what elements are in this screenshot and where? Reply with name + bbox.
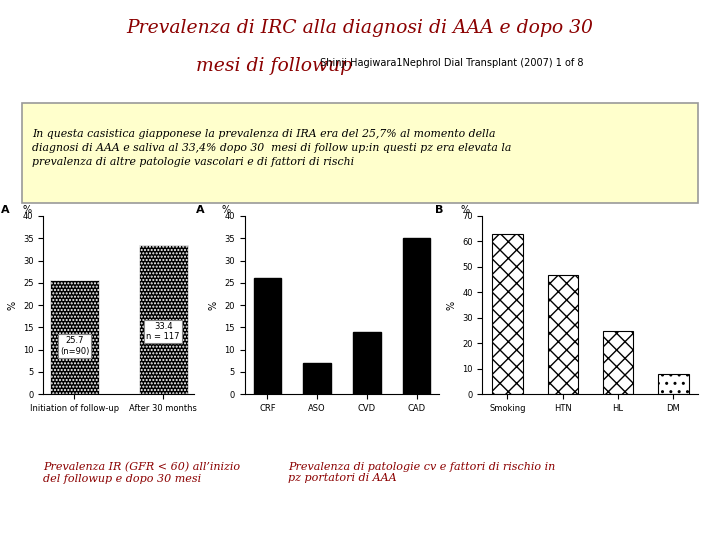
FancyBboxPatch shape: [22, 103, 698, 202]
Bar: [354, 332, 381, 394]
Bar: [303, 363, 330, 394]
Text: %: %: [461, 205, 470, 215]
Text: %: %: [222, 205, 230, 215]
Text: mesi di followup: mesi di followup: [196, 57, 351, 75]
Text: B: B: [435, 205, 444, 215]
Text: A: A: [196, 205, 204, 215]
Text: Prevalenza di IRC alla diagnosi di AAA e dopo 30: Prevalenza di IRC alla diagnosi di AAA e…: [127, 19, 593, 37]
Bar: [603, 330, 634, 394]
Y-axis label: %: %: [446, 301, 456, 309]
Text: In questa casistica giapponese la prevalenza di IRA era del 25,7% al momento del: In questa casistica giapponese la preval…: [32, 129, 511, 166]
Bar: [658, 374, 688, 394]
Bar: [403, 238, 431, 394]
Bar: [547, 274, 578, 394]
Text: Prevalenza di patologie cv e fattori di rischio in
pz portatori di AAA: Prevalenza di patologie cv e fattori di …: [288, 462, 555, 483]
Bar: [139, 245, 187, 394]
Bar: [253, 278, 281, 394]
Text: A: A: [1, 205, 9, 215]
Text: Shinji Hagiwara1Nephrol Dial Transplant (2007) 1 of 8: Shinji Hagiwara1Nephrol Dial Transplant …: [317, 58, 583, 68]
Bar: [50, 280, 99, 394]
Text: 33.4
n = 117: 33.4 n = 117: [146, 322, 180, 341]
Y-axis label: %: %: [209, 301, 219, 309]
Text: Prevalenza IR (GFR < 60) all’inizio
del followup e dopo 30 mesi: Prevalenza IR (GFR < 60) all’inizio del …: [43, 462, 240, 484]
Text: %: %: [22, 205, 31, 215]
Bar: [492, 234, 523, 394]
Text: 25.7
(n=90): 25.7 (n=90): [60, 336, 89, 356]
Y-axis label: %: %: [7, 301, 17, 309]
